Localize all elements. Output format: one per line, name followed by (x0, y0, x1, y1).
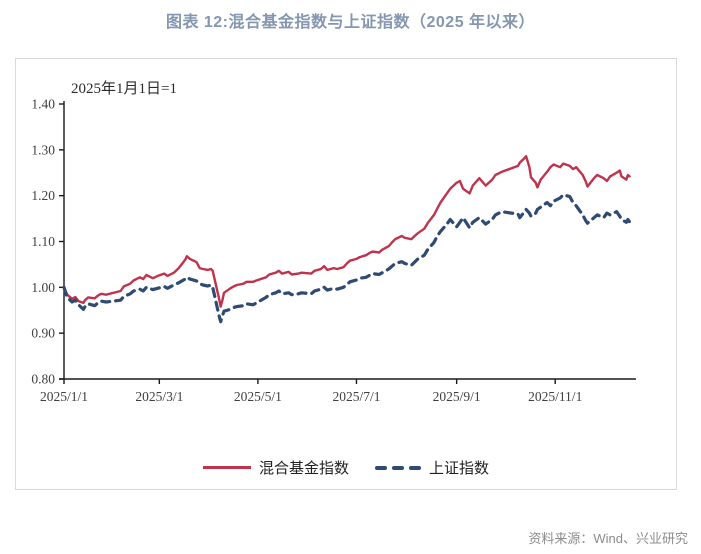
y-tick-label: 1.00 (31, 280, 55, 295)
y-tick-label: 1.30 (31, 142, 55, 157)
x-tick-label: 2025/5/1 (234, 389, 282, 404)
sse-index-line (62, 193, 632, 324)
x-tick-label: 2025/7/1 (332, 389, 380, 404)
y-tick-label: 0.80 (31, 372, 55, 387)
x-tick-label: 2025/1/1 (40, 389, 88, 404)
fund-line-swatch (202, 466, 251, 469)
legend-item-sse: 上证指数 (375, 457, 489, 478)
x-tick-label: 2025/3/1 (135, 389, 183, 404)
fund-index-line (62, 155, 631, 308)
y-tick-label: 1.20 (31, 188, 55, 203)
legend-item-fund: 混合基金指数 (202, 457, 349, 478)
y-tick-label: 0.90 (31, 326, 55, 341)
sse-line-swatch (375, 465, 421, 470)
data-source-note: 资料来源：Wind、兴业研究 (528, 531, 688, 546)
chart-legend: 混合基金指数 上证指数 (16, 457, 676, 478)
y-tick-label: 1.10 (31, 234, 55, 249)
x-tick-label: 2025/9/1 (433, 389, 481, 404)
x-tick-label: 2025/11/1 (528, 389, 582, 404)
sse-legend-label: 上证指数 (429, 461, 490, 477)
chart-title: 图表 12:混合基金指数与上证指数（2025 年以来） (165, 14, 536, 31)
base-date-annotation: 2025年1月1日=1 (71, 81, 177, 97)
fund-legend-label: 混合基金指数 (258, 461, 349, 477)
y-tick-label: 1.40 (31, 97, 55, 112)
line-chart: 1.40 1.30 1.20 1.10 1.00 0.90 0.80 2025/1/1 2025… (31, 97, 636, 404)
chart-panel: 2025年1月1日=1 1.40 1.30 1.20 1.10 1.00 0.90 0.80… (15, 58, 677, 490)
